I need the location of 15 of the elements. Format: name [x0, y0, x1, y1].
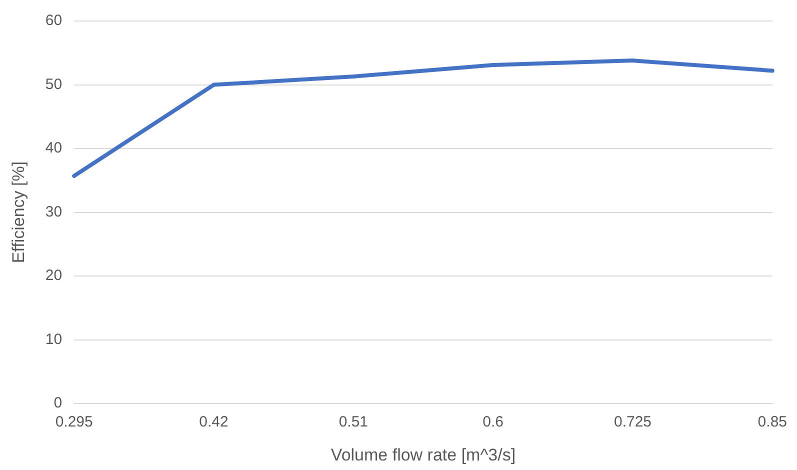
y-tick-label: 0 [54, 394, 62, 412]
x-tick-label: 0.295 [55, 414, 93, 431]
x-tick-label: 0.6 [482, 414, 504, 431]
x-axis-title: Volume flow rate [m^3/s] [330, 445, 516, 464]
y-tick-label: 30 [45, 203, 62, 220]
y-tick-label: 40 [45, 140, 62, 157]
x-tick-label: 0.42 [199, 414, 228, 431]
y-tick-label: 20 [45, 267, 62, 284]
y-tick-label: 50 [45, 76, 62, 93]
x-tick-label: 0.51 [338, 414, 368, 431]
x-tick-label: 0.85 [758, 414, 788, 431]
y-tick-label: 60 [45, 12, 62, 30]
y-tick-label: 10 [45, 330, 62, 348]
y-axis-title: Efficiency [%] [8, 161, 28, 264]
x-tick-label: 0.725 [614, 414, 652, 431]
